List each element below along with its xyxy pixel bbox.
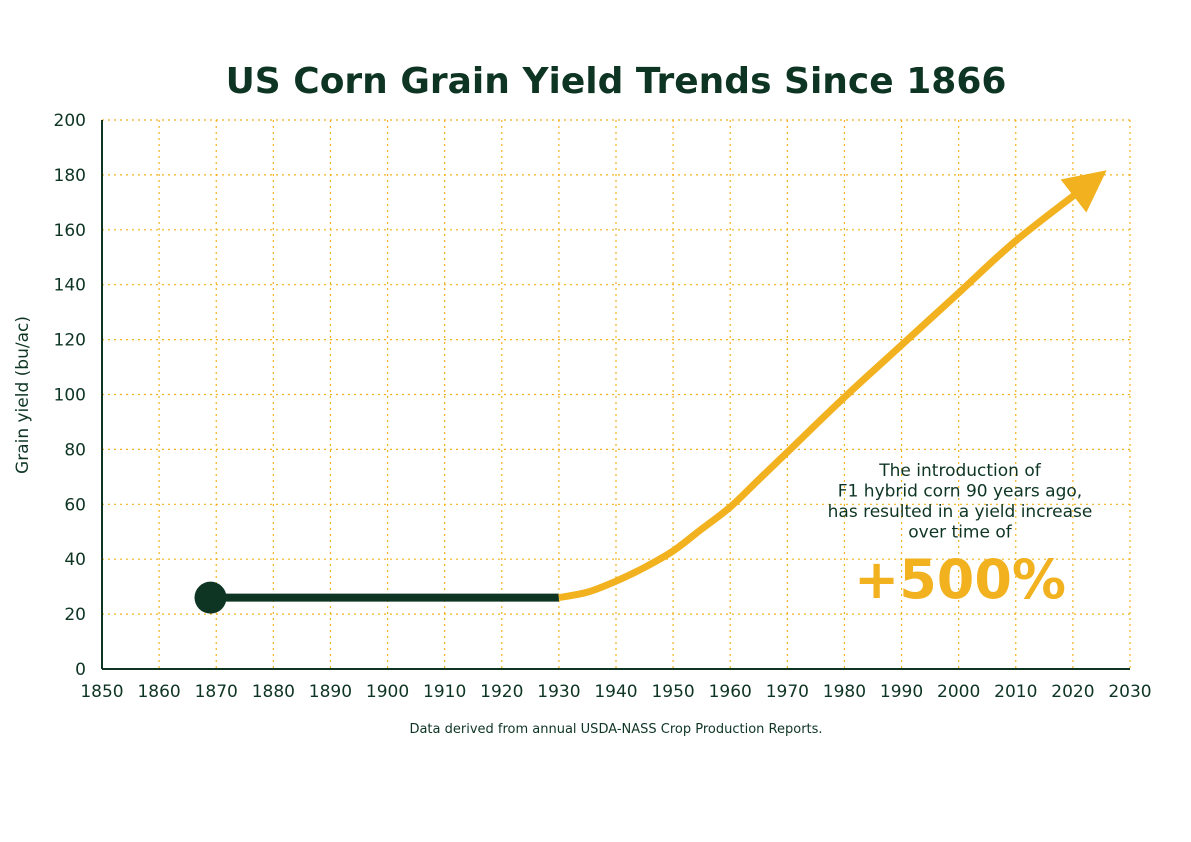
series-lines <box>194 170 1107 614</box>
hybrid-corn-series-line <box>558 170 1107 602</box>
y-tick-label: 180 <box>54 166 86 186</box>
y-axis-label: Grain yield (bu/ac) <box>13 316 33 474</box>
x-tick-label: 1990 <box>880 682 923 702</box>
x-tick-label: 1880 <box>252 682 295 702</box>
y-tick-label: 160 <box>54 221 86 241</box>
chart-title: US Corn Grain Yield Trends Since 1866 <box>226 61 1007 102</box>
x-tick-label: 1910 <box>423 682 466 702</box>
y-tick-label: 20 <box>64 605 86 625</box>
x-tick-label: 1870 <box>195 682 238 702</box>
y-tick-label: 120 <box>54 331 86 351</box>
x-tick-label: 1900 <box>366 682 409 702</box>
yield-increase-highlight: +500% <box>854 548 1066 611</box>
y-tick-label: 40 <box>64 550 86 570</box>
y-tick-label: 0 <box>75 660 86 680</box>
x-tick-label: 1920 <box>480 682 523 702</box>
x-tick-label: 1950 <box>651 682 694 702</box>
annotation-line: F1 hybrid corn 90 years ago, <box>838 482 1082 502</box>
x-tick-label: 1960 <box>709 682 752 702</box>
x-tick-label: 1890 <box>309 682 352 702</box>
source-note: Data derived from annual USDA-NASS Crop … <box>409 722 822 737</box>
x-tick-label: 1930 <box>537 682 580 702</box>
x-tick-label: 1970 <box>766 682 809 702</box>
start-point-marker <box>194 581 227 614</box>
y-tick-label: 80 <box>64 440 86 460</box>
x-tick-label: 2010 <box>994 682 1037 702</box>
x-tick-label: 1850 <box>80 682 123 702</box>
y-tick-label: 200 <box>54 111 86 131</box>
x-tick-label: 1980 <box>823 682 866 702</box>
x-tick-label: 2000 <box>937 682 980 702</box>
y-tick-label: 140 <box>54 276 86 296</box>
annotation-line: over time of <box>908 523 1013 543</box>
gridlines <box>102 119 1131 669</box>
tick-labels: 1850 1860 1870 1880 1890 1900 1910 1920 1930 1940… <box>54 111 1152 702</box>
x-tick-label: 1860 <box>137 682 180 702</box>
annotation-line: The introduction of <box>878 461 1041 481</box>
y-tick-label: 100 <box>54 386 86 406</box>
x-tick-label: 2020 <box>1051 682 1094 702</box>
y-tick-label: 60 <box>64 495 86 515</box>
x-tick-label: 1940 <box>594 682 637 702</box>
annotation-line: has resulted in a yield increase <box>828 502 1093 522</box>
axes <box>101 120 1130 670</box>
x-tick-label: 2030 <box>1108 682 1151 702</box>
